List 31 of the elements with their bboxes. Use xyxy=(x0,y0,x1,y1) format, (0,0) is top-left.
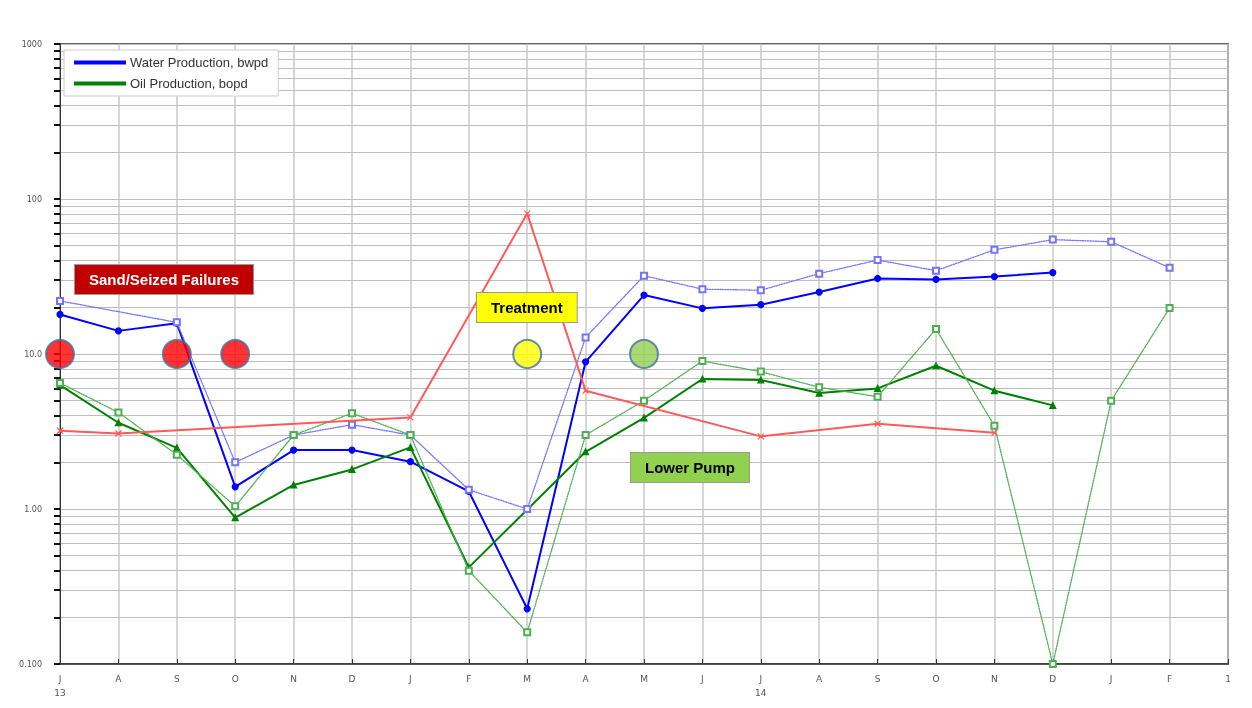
annotation: Sand/Seized Failures xyxy=(89,271,240,288)
legend-label: Water Production, bwpd xyxy=(130,55,269,70)
x-tick-label: J xyxy=(700,674,704,684)
x-tick-label: S xyxy=(874,674,881,684)
annotation: Treatment xyxy=(491,299,563,316)
x-tick-label: A xyxy=(115,674,123,684)
x-tick-label: N xyxy=(991,674,998,684)
x-tick-label: O xyxy=(231,674,239,684)
annotation: Lower Pump xyxy=(645,459,736,476)
x-tick-label: D xyxy=(348,674,356,684)
x-tick-label: J xyxy=(408,674,412,684)
legend-label: Oil Production, bopd xyxy=(130,76,248,91)
y-tick-label: 1000 xyxy=(21,39,42,49)
x-tick-label: 1 xyxy=(1225,674,1231,684)
y-tick-label: 100 xyxy=(26,194,42,204)
x-tick-label: F xyxy=(466,674,472,684)
x-tick-label: M xyxy=(640,674,648,684)
y-tick-label: 1.00 xyxy=(24,504,42,514)
x-tick-label: D xyxy=(1049,674,1057,684)
x-tick-label: J xyxy=(1108,674,1113,684)
x-tick-label: S xyxy=(173,674,180,684)
x-tick-label: F xyxy=(1167,674,1173,684)
x-tick-label: M xyxy=(523,674,532,684)
x-tick-label: A xyxy=(816,674,824,684)
x-tick-label: O xyxy=(932,674,940,684)
x-tick-label: N xyxy=(290,674,297,684)
x-tick-label: A xyxy=(582,674,590,684)
x-tick-label: J 14 xyxy=(755,674,767,698)
y-tick-label: 0.100 xyxy=(19,659,42,669)
x-tick-label: J 13 xyxy=(54,674,66,698)
y-tick-label: 10.0 xyxy=(24,349,42,359)
